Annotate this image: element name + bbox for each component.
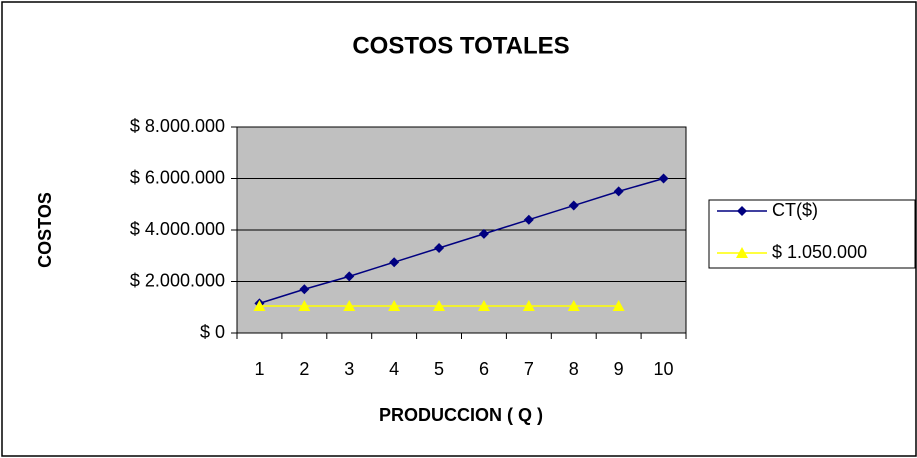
point xyxy=(478,228,489,239)
legend-marker xyxy=(737,206,747,216)
point xyxy=(613,186,624,197)
point xyxy=(568,200,579,211)
x-tick-label: 10 xyxy=(654,359,674,379)
point xyxy=(477,299,490,311)
x-axis-title: PRODUCCION ( Q ) xyxy=(379,405,543,425)
legend-marker xyxy=(736,247,748,258)
y-axis-title: COSTOS xyxy=(35,192,55,268)
y-tick-label: $ 2.000.000 xyxy=(130,270,225,290)
point xyxy=(388,299,401,311)
point xyxy=(299,284,310,295)
x-tick-label: 1 xyxy=(254,359,264,379)
legend-label: $ 1.050.000 xyxy=(772,242,867,262)
x-tick-label: 5 xyxy=(434,359,444,379)
point xyxy=(434,243,445,254)
point xyxy=(344,271,355,282)
x-tick-label: 7 xyxy=(524,359,534,379)
point xyxy=(298,299,311,311)
point xyxy=(389,257,400,268)
chart-title: COSTOS TOTALES xyxy=(352,32,569,59)
y-tick-label: $ 4.000.000 xyxy=(130,219,225,239)
point xyxy=(612,299,625,311)
x-tick-label: 6 xyxy=(479,359,489,379)
series-line xyxy=(259,177,664,305)
x-tick-label: 4 xyxy=(389,359,399,379)
point xyxy=(658,173,669,184)
point xyxy=(523,214,534,225)
point xyxy=(433,299,446,311)
y-tick-label: $ 0 xyxy=(200,322,225,342)
point xyxy=(253,299,266,311)
point xyxy=(343,299,356,311)
point xyxy=(522,299,535,311)
point xyxy=(567,299,580,311)
x-tick-label: 9 xyxy=(614,359,624,379)
y-tick-label: $ 6.000.000 xyxy=(130,167,225,187)
y-tick-label: $ 8.000.000 xyxy=(130,116,225,136)
x-tick-label: 8 xyxy=(569,359,579,379)
x-tick-label: 3 xyxy=(344,359,354,379)
legend-label: CT($) xyxy=(772,200,818,220)
x-tick-label: 2 xyxy=(299,359,309,379)
